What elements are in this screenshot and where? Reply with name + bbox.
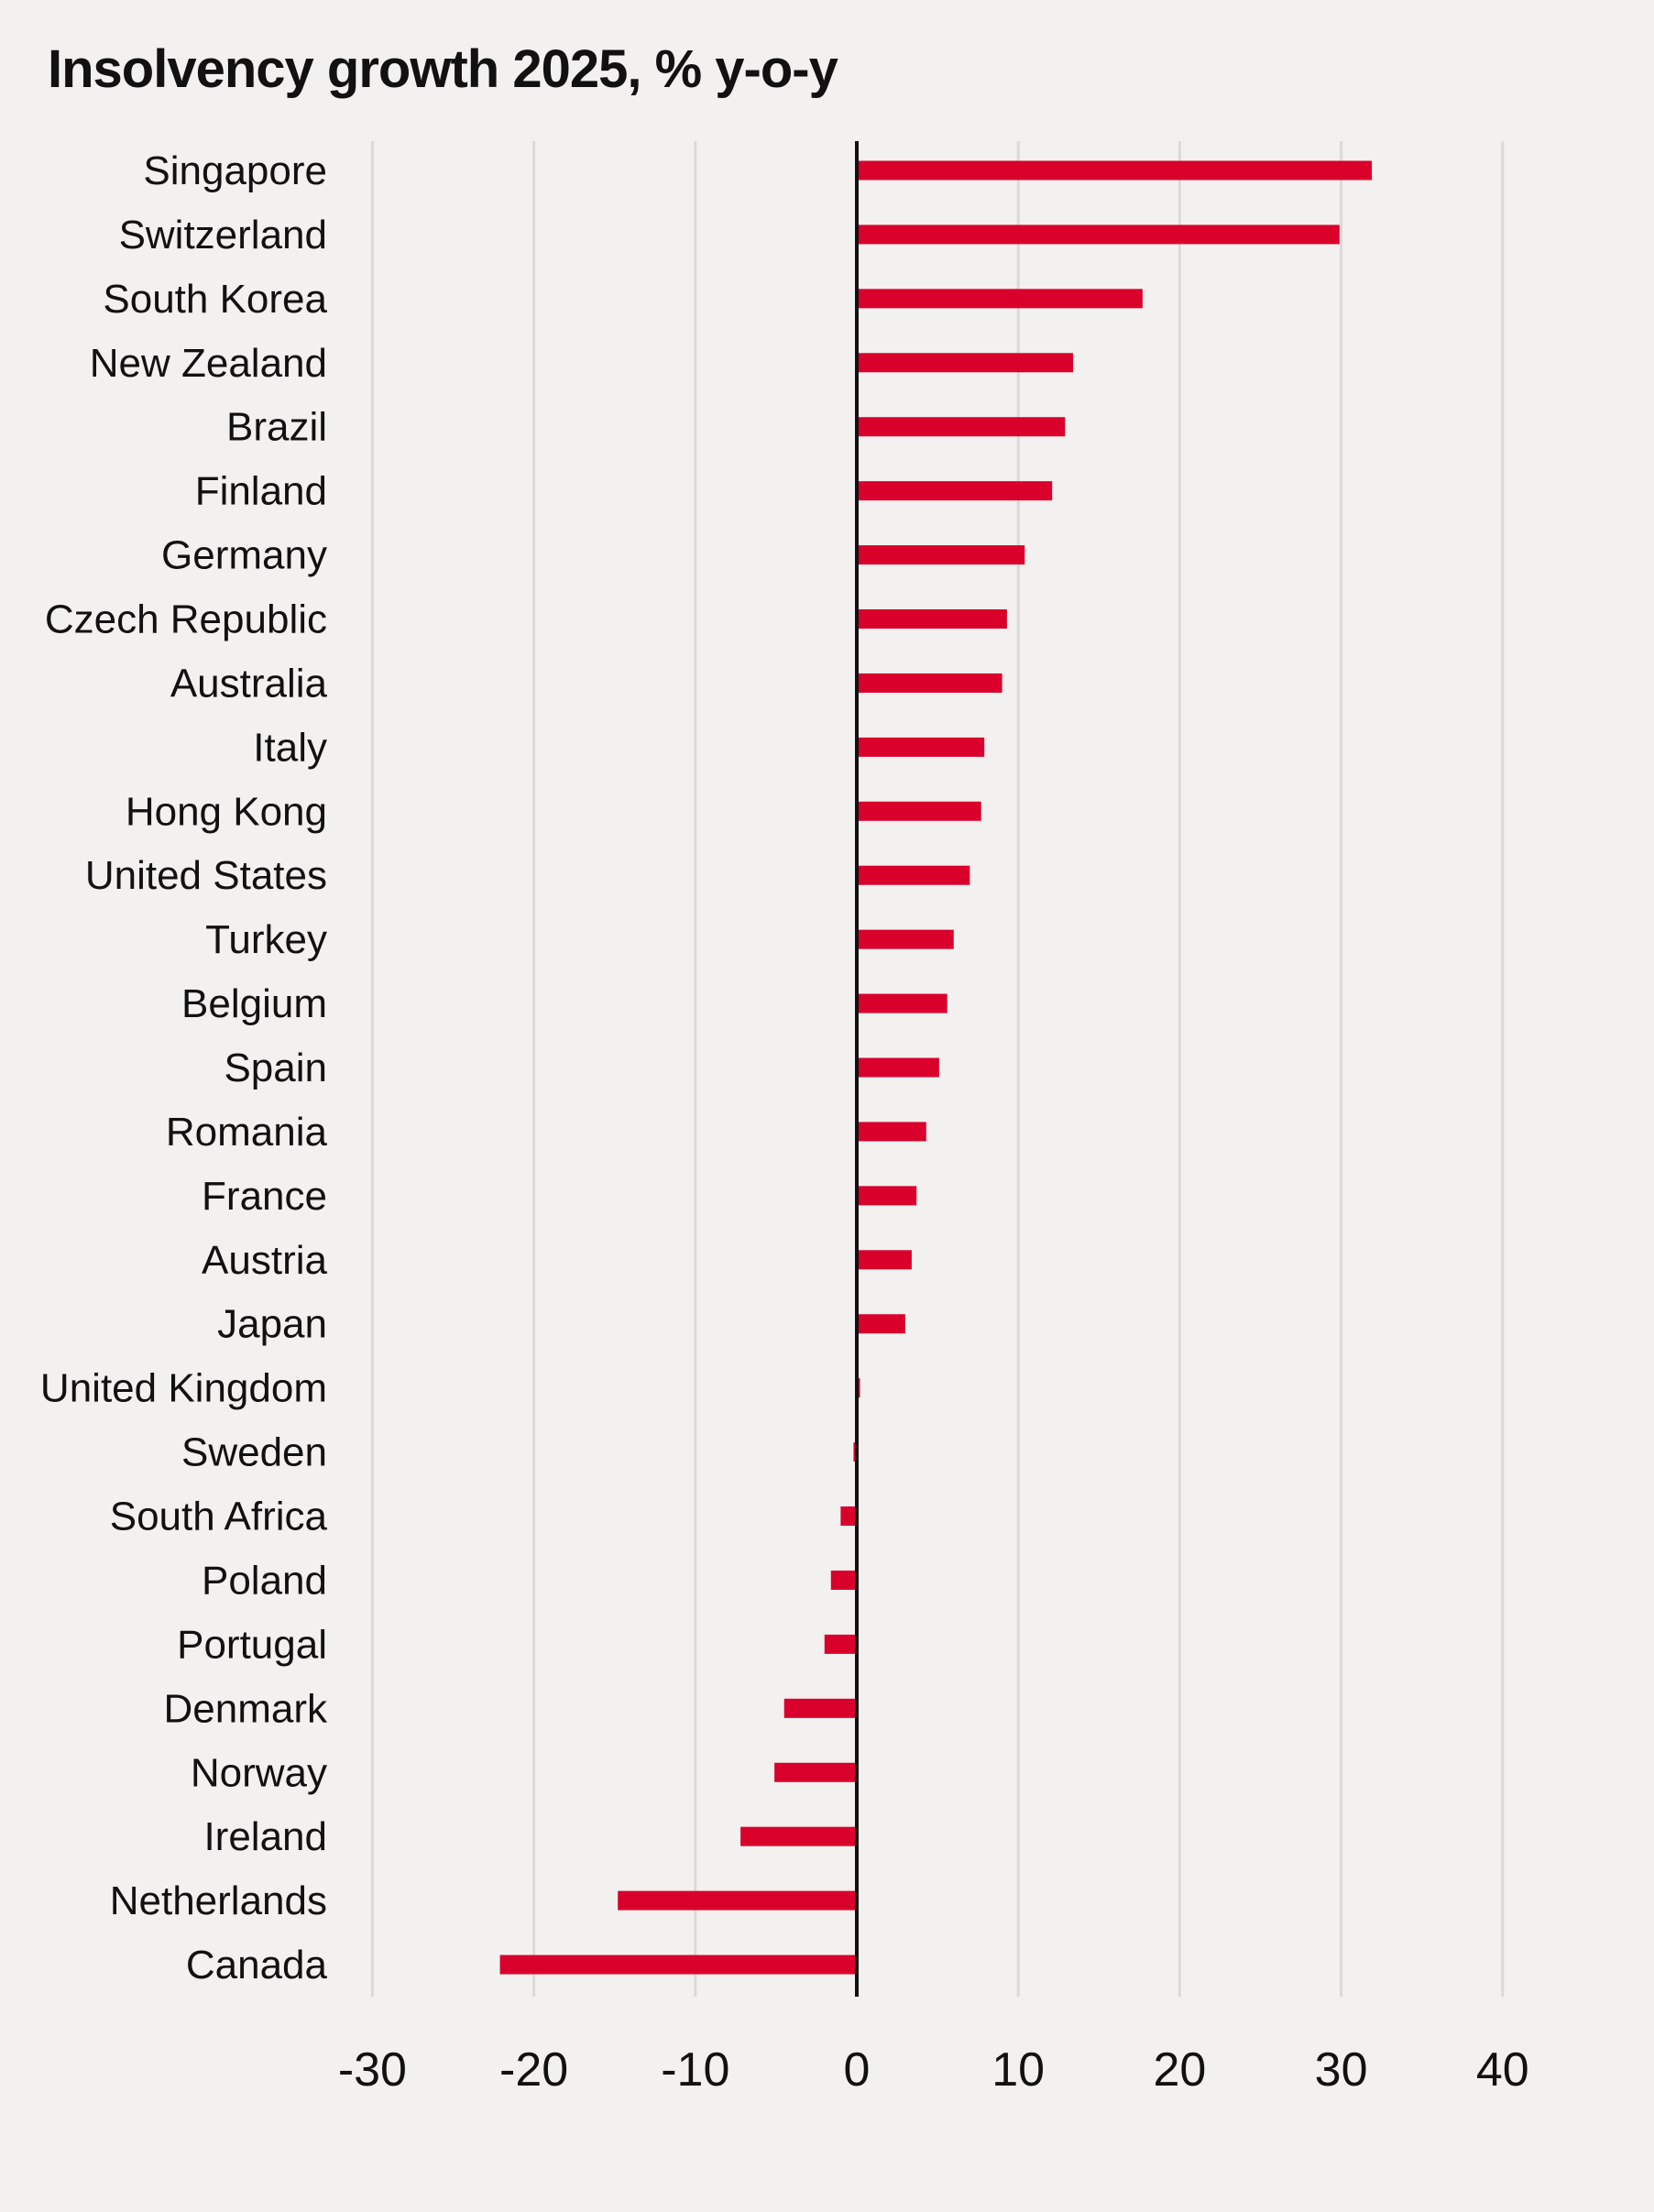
bar [618, 1890, 857, 1911]
category-label: South Korea [103, 277, 327, 322]
bar [857, 929, 954, 949]
category-label: France [202, 1174, 327, 1219]
category-label: Ireland [203, 1814, 327, 1859]
chart-title: Insolvency growth 2025, % y-o-y [48, 39, 838, 99]
bar [857, 801, 981, 821]
bar [857, 160, 1373, 181]
x-tick-label: 0 [844, 2043, 871, 2097]
category-label: Switzerland [119, 213, 327, 257]
category-label: Spain [224, 1046, 327, 1090]
x-tick-label: 20 [1153, 2043, 1206, 2097]
category-label: Australia [170, 661, 328, 706]
bar [774, 1762, 857, 1782]
category-label: Denmark [164, 1686, 328, 1731]
bar [857, 673, 1002, 693]
category-label: Japan [217, 1302, 327, 1347]
bar [857, 865, 970, 885]
category-label: Austria [202, 1238, 327, 1283]
category-label: Germany [161, 533, 327, 578]
category-label: Brazil [226, 405, 327, 450]
bar [857, 993, 947, 1013]
category-label: Hong Kong [126, 789, 327, 834]
category-label: Sweden [181, 1430, 327, 1475]
bar [857, 1314, 905, 1334]
bar [857, 1186, 917, 1206]
category-label: Finland [195, 469, 327, 514]
bar [857, 353, 1074, 373]
bar [857, 545, 1025, 565]
x-tick-label: 40 [1476, 2043, 1529, 2097]
x-tick-label: 30 [1315, 2043, 1368, 2097]
category-label: Norway [191, 1750, 327, 1795]
bar [857, 609, 1007, 630]
x-tick-label: 10 [991, 2043, 1045, 2097]
x-tick-label: -20 [499, 2043, 568, 2097]
category-label: Romania [166, 1110, 328, 1155]
bar [740, 1826, 857, 1846]
category-label: New Zealand [90, 341, 327, 386]
x-tick-label: -30 [338, 2043, 407, 2097]
category-label: Belgium [181, 981, 327, 1026]
x-tick-label: -10 [661, 2043, 729, 2097]
bar [857, 1122, 926, 1142]
bar [824, 1634, 857, 1654]
category-label: United States [85, 853, 327, 898]
category-label: United Kingdom [40, 1366, 327, 1411]
bar [830, 1570, 857, 1590]
category-label: Netherlands [110, 1878, 327, 1923]
bar [857, 417, 1066, 437]
category-label: Italy [253, 725, 327, 770]
bar [840, 1506, 857, 1527]
bar [857, 224, 1340, 245]
category-label: Portugal [177, 1622, 327, 1667]
category-label: South Africa [110, 1495, 328, 1539]
bar [857, 737, 985, 757]
bar [857, 481, 1053, 501]
category-label: Poland [202, 1558, 327, 1603]
category-label: Turkey [205, 917, 327, 962]
bar [857, 289, 1143, 309]
category-label: Singapore [143, 148, 327, 193]
bar [857, 1057, 939, 1078]
bar [783, 1698, 857, 1718]
category-label: Canada [186, 1943, 328, 1988]
bar [857, 1250, 912, 1270]
category-label: Czech Republic [45, 597, 327, 642]
bar [499, 1955, 857, 1975]
